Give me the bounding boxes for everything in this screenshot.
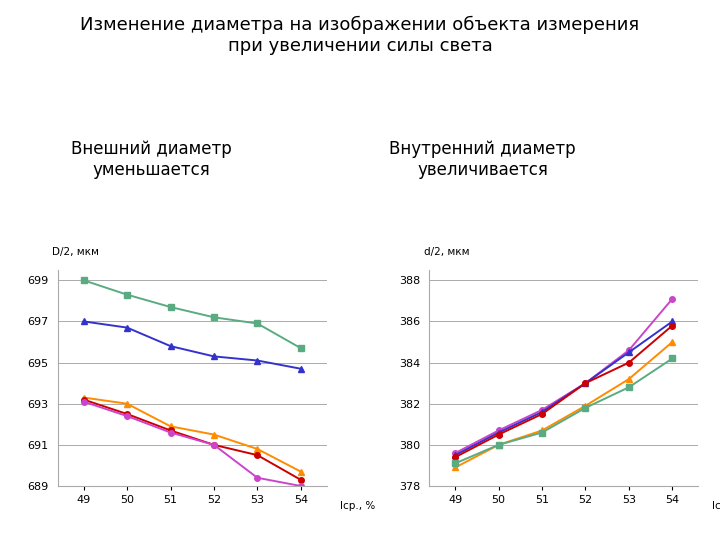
Text: Iср., %: Iср., % <box>712 501 720 511</box>
Text: Iср., %: Iср., % <box>341 501 376 511</box>
Text: Изменение диаметра на изображении объекта измерения
при увеличении силы света: Изменение диаметра на изображении объект… <box>81 16 639 55</box>
Text: d/2, мкм: d/2, мкм <box>424 247 469 257</box>
Text: D/2, мкм: D/2, мкм <box>53 247 99 257</box>
Text: Внешний диаметр
уменьшается: Внешний диаметр уменьшается <box>71 140 232 179</box>
Text: Внутренний диаметр
увеличивается: Внутренний диаметр увеличивается <box>389 140 576 179</box>
